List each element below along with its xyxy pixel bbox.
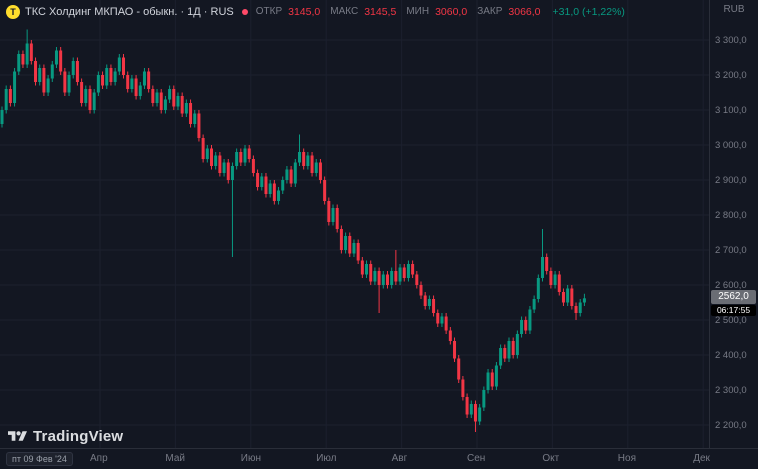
price-tick-label: 3 200,0 bbox=[715, 70, 747, 81]
month-label[interactable]: Авг bbox=[391, 453, 408, 464]
low-value: 3060,0 bbox=[435, 6, 468, 18]
price-tick-label: 2 500,0 bbox=[715, 315, 747, 326]
currency-label: RUB bbox=[723, 4, 745, 15]
month-label[interactable]: Окт bbox=[542, 453, 560, 464]
chart-pane[interactable]: Т ТКС Холдинг МКПАО - обыкн. · 1Д · RUS … bbox=[0, 0, 710, 449]
price-tick-label: 3 300,0 bbox=[715, 35, 747, 46]
open-value: 3145,0 bbox=[288, 6, 321, 18]
tradingview-watermark[interactable]: TradingView bbox=[8, 428, 123, 445]
candlestick-series bbox=[0, 29, 586, 432]
instrument-logo-icon[interactable]: Т bbox=[6, 5, 20, 19]
price-tick-label: 2 700,0 bbox=[715, 245, 747, 256]
month-label[interactable]: Май bbox=[165, 453, 185, 464]
symbol-legend: Т ТКС Холдинг МКПАО - обыкн. · 1Д · RUS … bbox=[6, 5, 625, 19]
change-value: +31,0 (+1,22%) bbox=[552, 6, 625, 18]
symbol-title[interactable]: ТКС Холдинг МКПАО - обыкн. · 1Д · RUS bbox=[25, 6, 234, 18]
market-status-icon bbox=[241, 9, 248, 15]
time-axis[interactable]: пт 09 Фев '24 Апр Май Июн Июл Авг Сен Окт Ноя Де… bbox=[0, 448, 758, 469]
price-tick-label: 2 200,0 bbox=[715, 420, 747, 431]
tradingview-logo-icon bbox=[8, 431, 27, 441]
open-label: ОТКР bbox=[255, 6, 283, 17]
tradingview-brand-text: TradingView bbox=[33, 428, 124, 445]
low-label: МИН bbox=[406, 6, 430, 17]
last-price-value: 2562,0 bbox=[711, 290, 756, 305]
month-label[interactable]: Сен bbox=[467, 453, 486, 464]
price-tick-label: 2 600,0 bbox=[715, 280, 747, 291]
close-value: 3066,0 bbox=[508, 6, 541, 18]
last-price-badge: 2562,0 06:17:55 bbox=[711, 290, 756, 317]
month-label[interactable]: Дек bbox=[693, 453, 710, 464]
price-tick-label: 2 400,0 bbox=[715, 350, 747, 361]
price-tick-label: 2 900,0 bbox=[715, 175, 747, 186]
grid-lines bbox=[0, 0, 710, 449]
bar-close-countdown: 06:17:55 bbox=[711, 305, 756, 317]
go-to-date-chip[interactable]: пт 09 Фев '24 bbox=[6, 452, 73, 466]
month-label[interactable]: Июн bbox=[240, 453, 262, 464]
price-chart[interactable] bbox=[0, 0, 710, 449]
month-label[interactable]: Ноя bbox=[617, 453, 636, 464]
high-label: МАКС bbox=[330, 6, 359, 17]
close-label: ЗАКР bbox=[477, 6, 503, 17]
price-tick-label: 2 800,0 bbox=[715, 210, 747, 221]
price-tick-label: 3 100,0 bbox=[715, 105, 747, 116]
price-tick-label: 3 000,0 bbox=[715, 140, 747, 151]
month-label[interactable]: Июл bbox=[316, 453, 337, 464]
high-value: 3145,5 bbox=[364, 6, 397, 18]
price-tick-label: 2 300,0 bbox=[715, 385, 747, 396]
price-axis[interactable]: RUB 3 300,0 3 200,0 3 100,0 3 000,0 2 900,0 2… bbox=[709, 0, 758, 449]
month-label[interactable]: Апр bbox=[90, 453, 108, 464]
